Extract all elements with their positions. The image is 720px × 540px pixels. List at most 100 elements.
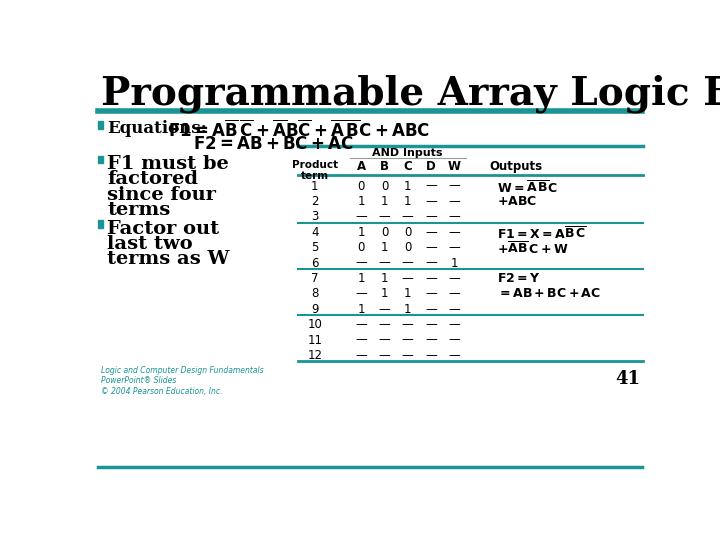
- Text: 10: 10: [307, 318, 322, 331]
- Text: —: —: [379, 303, 390, 316]
- Text: —: —: [449, 303, 460, 316]
- Text: Factor out: Factor out: [107, 220, 219, 238]
- Text: W: W: [448, 159, 461, 172]
- Text: 7: 7: [311, 272, 318, 285]
- Text: —: —: [425, 318, 437, 331]
- Text: 1: 1: [358, 195, 365, 208]
- Text: B: B: [380, 159, 389, 172]
- Bar: [98, 220, 103, 228]
- Text: 8: 8: [311, 287, 318, 300]
- Text: —: —: [402, 272, 413, 285]
- Text: —: —: [379, 211, 390, 224]
- Text: A: A: [356, 159, 366, 172]
- Text: —: —: [449, 287, 460, 300]
- Text: —: —: [425, 272, 437, 285]
- Text: $\mathbf{W = \overline{A}\,\overline{B}C}$: $\mathbf{W = \overline{A}\,\overline{B}C…: [497, 179, 557, 195]
- Text: —: —: [425, 256, 437, 269]
- Text: —: —: [449, 349, 460, 362]
- Text: $\mathbf{F2 = Y}$: $\mathbf{F2 = Y}$: [497, 272, 541, 285]
- Text: 0: 0: [404, 241, 411, 254]
- Text: terms: terms: [107, 201, 171, 219]
- Text: 1: 1: [381, 272, 388, 285]
- Text: —: —: [379, 318, 390, 331]
- Text: —: —: [425, 179, 437, 193]
- Text: 9: 9: [311, 303, 318, 316]
- Text: 0: 0: [381, 226, 388, 239]
- Text: —: —: [356, 334, 367, 347]
- Text: 2: 2: [311, 195, 318, 208]
- Text: —: —: [356, 349, 367, 362]
- Text: 1: 1: [404, 179, 412, 193]
- Text: —: —: [449, 334, 460, 347]
- Text: $\mathbf{F1 = X = A\overline{B}\,\overline{C}}$: $\mathbf{F1 = X = A\overline{B}\,\overli…: [497, 226, 587, 242]
- Bar: [98, 121, 103, 129]
- Text: $\mathbf{+ ABC}$: $\mathbf{+ ABC}$: [497, 195, 537, 208]
- Text: —: —: [356, 287, 367, 300]
- Text: 5: 5: [311, 241, 318, 254]
- Text: $\mathbf{F1 = A\overline{B}\,\overline{C} + \overline{A}B\overline{C} + \overlin: $\mathbf{F1 = A\overline{B}\,\overline{C…: [168, 120, 429, 141]
- Text: 1: 1: [381, 195, 388, 208]
- Text: AND Inputs: AND Inputs: [372, 148, 443, 158]
- Text: 1: 1: [358, 272, 365, 285]
- Text: —: —: [379, 349, 390, 362]
- Text: D: D: [426, 159, 436, 172]
- Text: 0: 0: [358, 241, 365, 254]
- Text: F1 must be: F1 must be: [107, 155, 229, 173]
- Text: Programmable Array Logic Example: Programmable Array Logic Example: [101, 74, 720, 112]
- Text: —: —: [425, 241, 437, 254]
- Text: —: —: [425, 195, 437, 208]
- Text: Product
term: Product term: [292, 159, 338, 181]
- Text: —: —: [449, 179, 460, 193]
- Text: 4: 4: [311, 226, 318, 239]
- Text: —: —: [449, 318, 460, 331]
- Text: factored: factored: [107, 170, 198, 188]
- Text: since four: since four: [107, 186, 216, 204]
- Text: 0: 0: [358, 179, 365, 193]
- Text: 6: 6: [311, 256, 318, 269]
- Text: —: —: [402, 334, 413, 347]
- Text: $\mathbf{= AB + BC + AC}$: $\mathbf{= AB + BC + AC}$: [497, 287, 601, 300]
- Text: 1: 1: [381, 241, 388, 254]
- Text: 12: 12: [307, 349, 323, 362]
- Text: —: —: [356, 256, 367, 269]
- Text: —: —: [449, 226, 460, 239]
- Text: —: —: [356, 211, 367, 224]
- Text: Logic and Computer Design Fundamentals
PowerPoint® Slides
© 2004 Pearson Educati: Logic and Computer Design Fundamentals P…: [101, 366, 264, 396]
- Text: 3: 3: [311, 211, 318, 224]
- Text: —: —: [425, 287, 437, 300]
- Text: —: —: [379, 334, 390, 347]
- Text: last two: last two: [107, 235, 193, 253]
- Text: —: —: [425, 226, 437, 239]
- Text: 1: 1: [358, 226, 365, 239]
- Text: —: —: [449, 241, 460, 254]
- Text: —: —: [425, 211, 437, 224]
- Text: —: —: [402, 318, 413, 331]
- Text: 1: 1: [358, 303, 365, 316]
- Text: —: —: [449, 195, 460, 208]
- Text: 0: 0: [404, 226, 411, 239]
- Text: Equations:: Equations:: [107, 120, 207, 137]
- Text: 1: 1: [311, 179, 318, 193]
- Text: 1: 1: [404, 303, 412, 316]
- Text: C: C: [403, 159, 412, 172]
- Text: $\mathbf{+ \overline{AB}\,C + W}$: $\mathbf{+ \overline{AB}\,C + W}$: [497, 241, 569, 257]
- Text: —: —: [425, 349, 437, 362]
- Text: 1: 1: [404, 287, 412, 300]
- Text: 41: 41: [616, 370, 640, 388]
- Text: —: —: [356, 318, 367, 331]
- Bar: [98, 156, 103, 164]
- Text: 0: 0: [381, 179, 388, 193]
- Text: —: —: [425, 303, 437, 316]
- Text: 1: 1: [404, 195, 412, 208]
- Text: 11: 11: [307, 334, 323, 347]
- Text: —: —: [449, 272, 460, 285]
- Text: —: —: [402, 256, 413, 269]
- Text: 1: 1: [451, 256, 458, 269]
- Text: —: —: [425, 334, 437, 347]
- Text: Outputs: Outputs: [490, 159, 543, 172]
- Text: 1: 1: [381, 287, 388, 300]
- Text: —: —: [379, 256, 390, 269]
- Text: $\mathbf{F2 = AB + BC + AC}$: $\mathbf{F2 = AB + BC + AC}$: [193, 135, 354, 153]
- Text: —: —: [402, 211, 413, 224]
- Text: —: —: [402, 349, 413, 362]
